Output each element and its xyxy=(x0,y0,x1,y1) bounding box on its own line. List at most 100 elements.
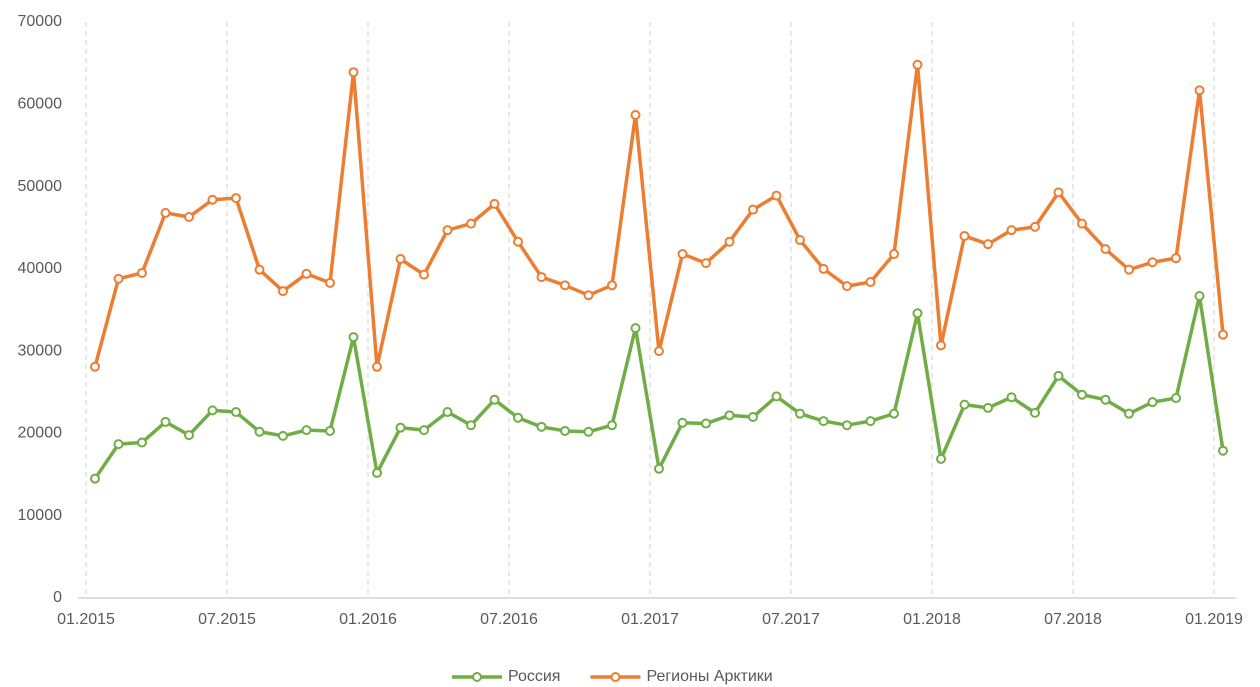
point xyxy=(395,253,406,264)
point xyxy=(90,473,100,484)
point xyxy=(818,416,829,427)
x-tick-label: 01.2015 xyxy=(57,611,115,628)
point xyxy=(630,323,641,334)
y-tick-label: 40000 xyxy=(18,260,63,277)
point xyxy=(889,249,899,260)
point xyxy=(1194,291,1205,302)
point xyxy=(325,425,335,436)
point xyxy=(583,290,594,301)
point xyxy=(865,277,876,288)
y-tick-label: 0 xyxy=(53,589,62,606)
series-line xyxy=(93,63,1225,369)
point xyxy=(560,280,570,291)
point xyxy=(1147,257,1158,268)
point xyxy=(536,421,547,432)
point xyxy=(771,391,782,402)
point xyxy=(889,408,899,419)
point xyxy=(348,332,359,343)
point xyxy=(1124,264,1134,275)
point xyxy=(278,430,288,441)
x-tick-label: 07.2016 xyxy=(480,611,538,628)
point xyxy=(795,408,805,419)
point xyxy=(677,417,688,428)
point xyxy=(724,236,735,247)
point xyxy=(372,361,382,372)
point xyxy=(1171,253,1181,264)
point xyxy=(771,190,782,201)
point xyxy=(254,264,265,275)
point xyxy=(1053,370,1064,381)
series-line xyxy=(93,294,1225,480)
point xyxy=(1030,221,1040,232)
point xyxy=(1100,394,1111,405)
point xyxy=(442,407,453,418)
point xyxy=(1218,445,1228,456)
point xyxy=(489,198,500,209)
x-tick-label: 07.2015 xyxy=(198,611,256,628)
point xyxy=(583,426,594,437)
point xyxy=(160,207,171,218)
point xyxy=(654,346,664,357)
point xyxy=(724,410,735,421)
point xyxy=(1006,225,1017,236)
point xyxy=(137,267,147,278)
y-tick-label: 70000 xyxy=(18,13,63,30)
point xyxy=(701,418,711,429)
point xyxy=(959,399,970,410)
point xyxy=(912,59,923,70)
point xyxy=(113,273,124,284)
point xyxy=(1124,408,1134,419)
point xyxy=(607,280,617,291)
point xyxy=(983,239,993,250)
point xyxy=(160,416,171,427)
x-tick-label: 01.2018 xyxy=(903,611,961,628)
point xyxy=(301,268,312,279)
point xyxy=(231,407,241,418)
point xyxy=(513,236,523,247)
point xyxy=(254,426,265,437)
point xyxy=(489,394,500,405)
y-tick-label: 50000 xyxy=(18,178,63,195)
legend-label: Россия xyxy=(508,668,560,685)
point xyxy=(842,420,852,431)
point xyxy=(466,420,476,431)
point xyxy=(818,263,829,274)
point xyxy=(137,437,147,448)
point xyxy=(395,422,406,433)
point xyxy=(442,225,453,236)
point xyxy=(419,269,429,280)
point xyxy=(795,235,805,246)
y-tick-label: 10000 xyxy=(18,507,63,524)
y-tick-label: 60000 xyxy=(18,96,63,113)
point xyxy=(90,361,100,372)
y-tick-label: 20000 xyxy=(18,425,63,442)
point xyxy=(1077,389,1087,400)
point xyxy=(607,420,617,431)
point xyxy=(113,439,124,450)
point xyxy=(536,272,547,283)
legend-marker xyxy=(610,672,621,682)
legend-label: Регионы Арктики xyxy=(646,668,772,685)
point xyxy=(207,194,218,205)
point xyxy=(748,204,758,215)
point xyxy=(207,405,218,416)
point xyxy=(983,402,993,413)
point xyxy=(466,218,476,229)
point xyxy=(325,277,335,288)
x-tick-label: 01.2016 xyxy=(339,611,397,628)
point xyxy=(1006,392,1017,403)
point xyxy=(419,425,429,436)
x-tick-label: 01.2017 xyxy=(621,611,679,628)
point xyxy=(748,411,758,422)
x-tick-label: 07.2018 xyxy=(1044,611,1102,628)
point xyxy=(1171,393,1181,404)
point xyxy=(936,453,946,464)
point xyxy=(513,412,523,423)
point xyxy=(1100,244,1111,255)
point xyxy=(1053,187,1064,198)
point xyxy=(677,249,688,260)
point xyxy=(348,67,359,78)
y-tick-label: 30000 xyxy=(18,342,63,359)
